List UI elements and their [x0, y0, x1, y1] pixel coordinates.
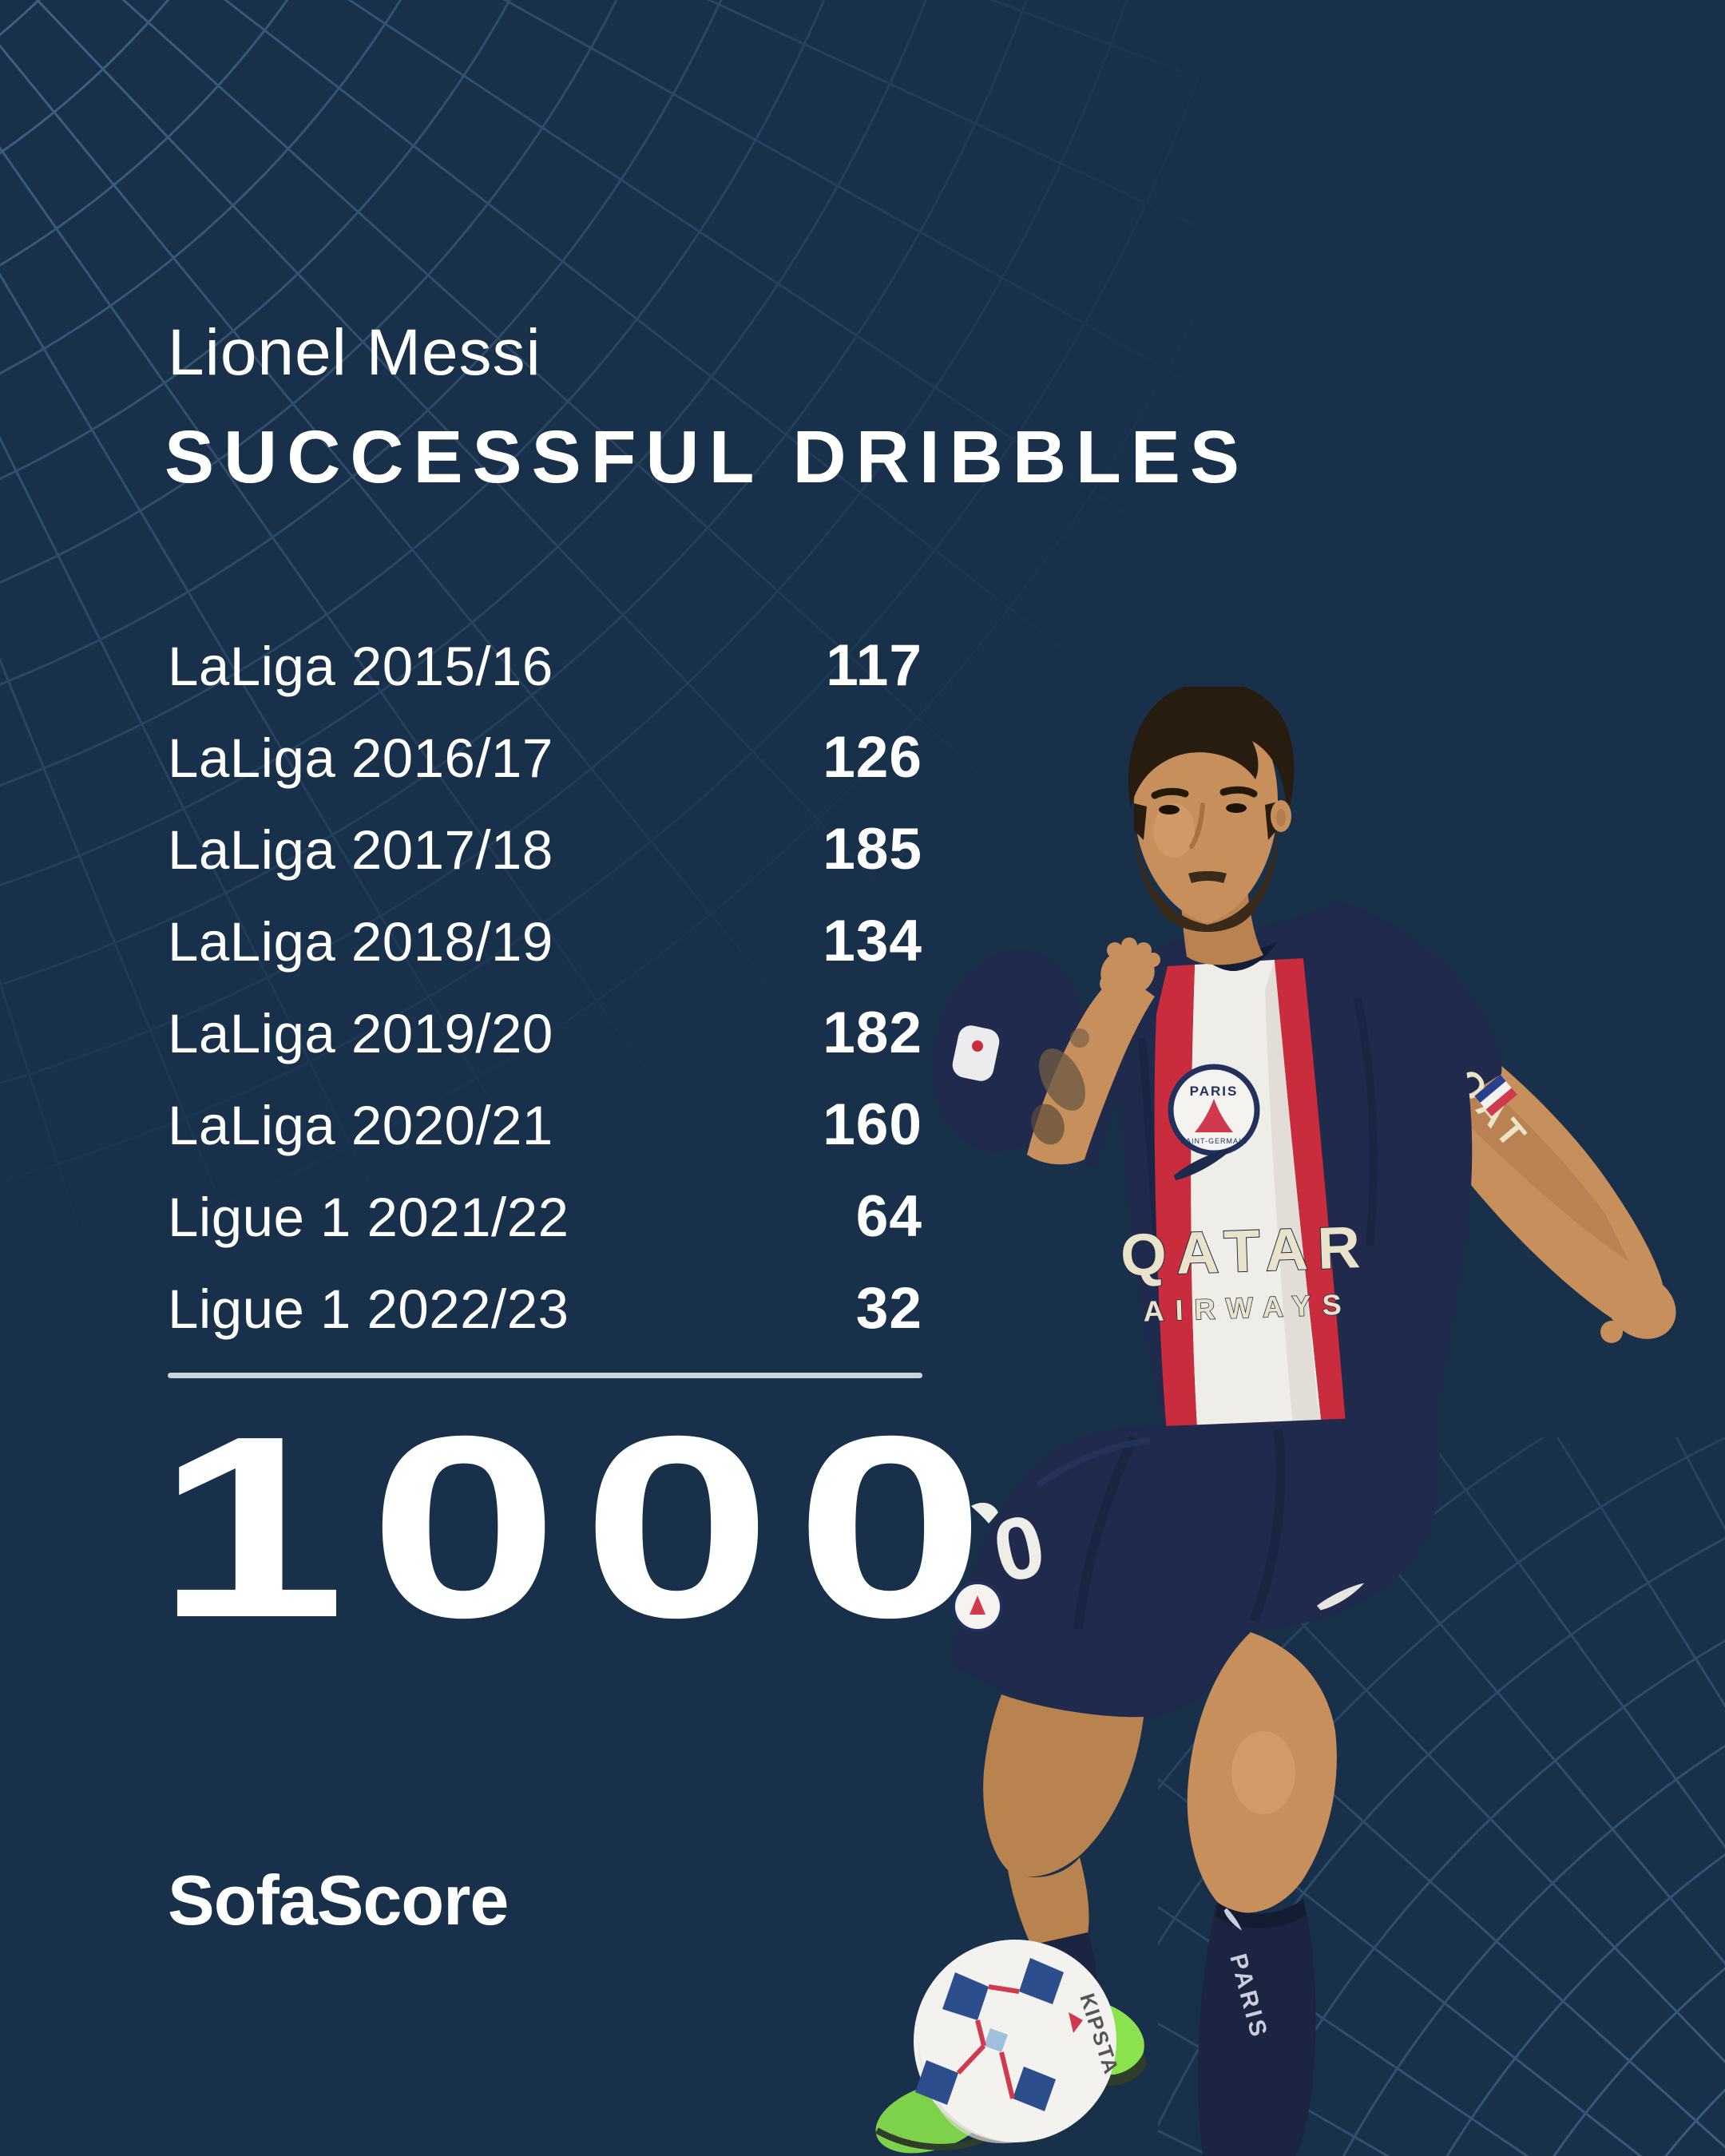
- player-name: Lionel Messi: [168, 316, 541, 389]
- stat-label: LaLiga 2018/19: [168, 911, 553, 973]
- stat-row: LaLiga 2015/16 117: [168, 620, 922, 711]
- jersey-sponsor-line2: AIRWAYS: [1143, 1287, 1353, 1327]
- player-head: [1128, 687, 1295, 965]
- tattoo: [1031, 1104, 1065, 1145]
- stat-value: 185: [823, 817, 922, 882]
- nike-swoosh-shorts: [1316, 1583, 1365, 1611]
- stat-row: Ligue 1 2022/23 32: [168, 1262, 922, 1354]
- stats-list: LaLiga 2015/16 117 LaLiga 2016/17 126 LaLiga…: [168, 620, 922, 1354]
- crest-label: PARIS: [1190, 1084, 1239, 1099]
- bent-arm: [1022, 937, 1160, 1167]
- stat-row: LaLiga 2018/19 134: [168, 895, 922, 987]
- stat-value: 64: [855, 1184, 922, 1249]
- page-title: SUCCESSFUL DRIBBLES: [165, 415, 1249, 498]
- stat-value: 160: [823, 1092, 922, 1157]
- stat-label: LaLiga 2015/16: [168, 636, 553, 697]
- stat-label: Ligue 1 2022/23: [168, 1278, 569, 1340]
- player-photo: GOAT PARIS SAINT-GERMAIN QATAR AIRWAYS: [875, 687, 1676, 2156]
- stat-label: LaLiga 2016/17: [168, 727, 553, 789]
- nike-swoosh-chest: [1174, 1148, 1233, 1180]
- jersey-sponsor-line1: QATAR: [1120, 1214, 1371, 1289]
- psg-crest: PARIS SAINT-GERMAIN: [1168, 1064, 1260, 1156]
- stat-row: LaLiga 2019/20 182: [168, 987, 922, 1079]
- stat-row: LaLiga 2017/18 185: [168, 803, 922, 895]
- stat-label: LaLiga 2017/18: [168, 819, 553, 881]
- stat-row: LaLiga 2016/17 126: [168, 711, 922, 803]
- crest-sublabel: SAINT-GERMAIN: [1180, 1137, 1247, 1145]
- shorts: 0: [952, 1415, 1440, 1718]
- flag-patch: [1474, 1074, 1517, 1116]
- stat-value: 126: [823, 725, 922, 790]
- tattoo: [1039, 1048, 1085, 1111]
- stat-value: 32: [855, 1276, 922, 1341]
- stat-label: Ligue 1 2021/22: [168, 1187, 569, 1248]
- league-patch: [952, 1025, 1000, 1081]
- stat-value: 134: [823, 909, 922, 973]
- stat-row: Ligue 1 2021/22 64: [168, 1171, 922, 1262]
- stat-value: 117: [826, 633, 922, 698]
- jersey: PARIS SAINT-GERMAIN QATAR AIRWAYS: [932, 901, 1473, 1449]
- shorts-crest: [952, 1581, 1003, 1632]
- brand-logo: SofaScore: [168, 1861, 509, 1940]
- stat-value: 182: [823, 1001, 922, 1065]
- stat-row: LaLiga 2020/21 160: [168, 1079, 922, 1171]
- tattoo: [1070, 1028, 1089, 1048]
- divider-line: [168, 1373, 922, 1378]
- stat-label: LaLiga 2020/21: [168, 1095, 553, 1156]
- stat-label: LaLiga 2019/20: [168, 1003, 553, 1064]
- total-value: 1000: [156, 1382, 1009, 1671]
- right-leg: PARIS: [1187, 1632, 1337, 2156]
